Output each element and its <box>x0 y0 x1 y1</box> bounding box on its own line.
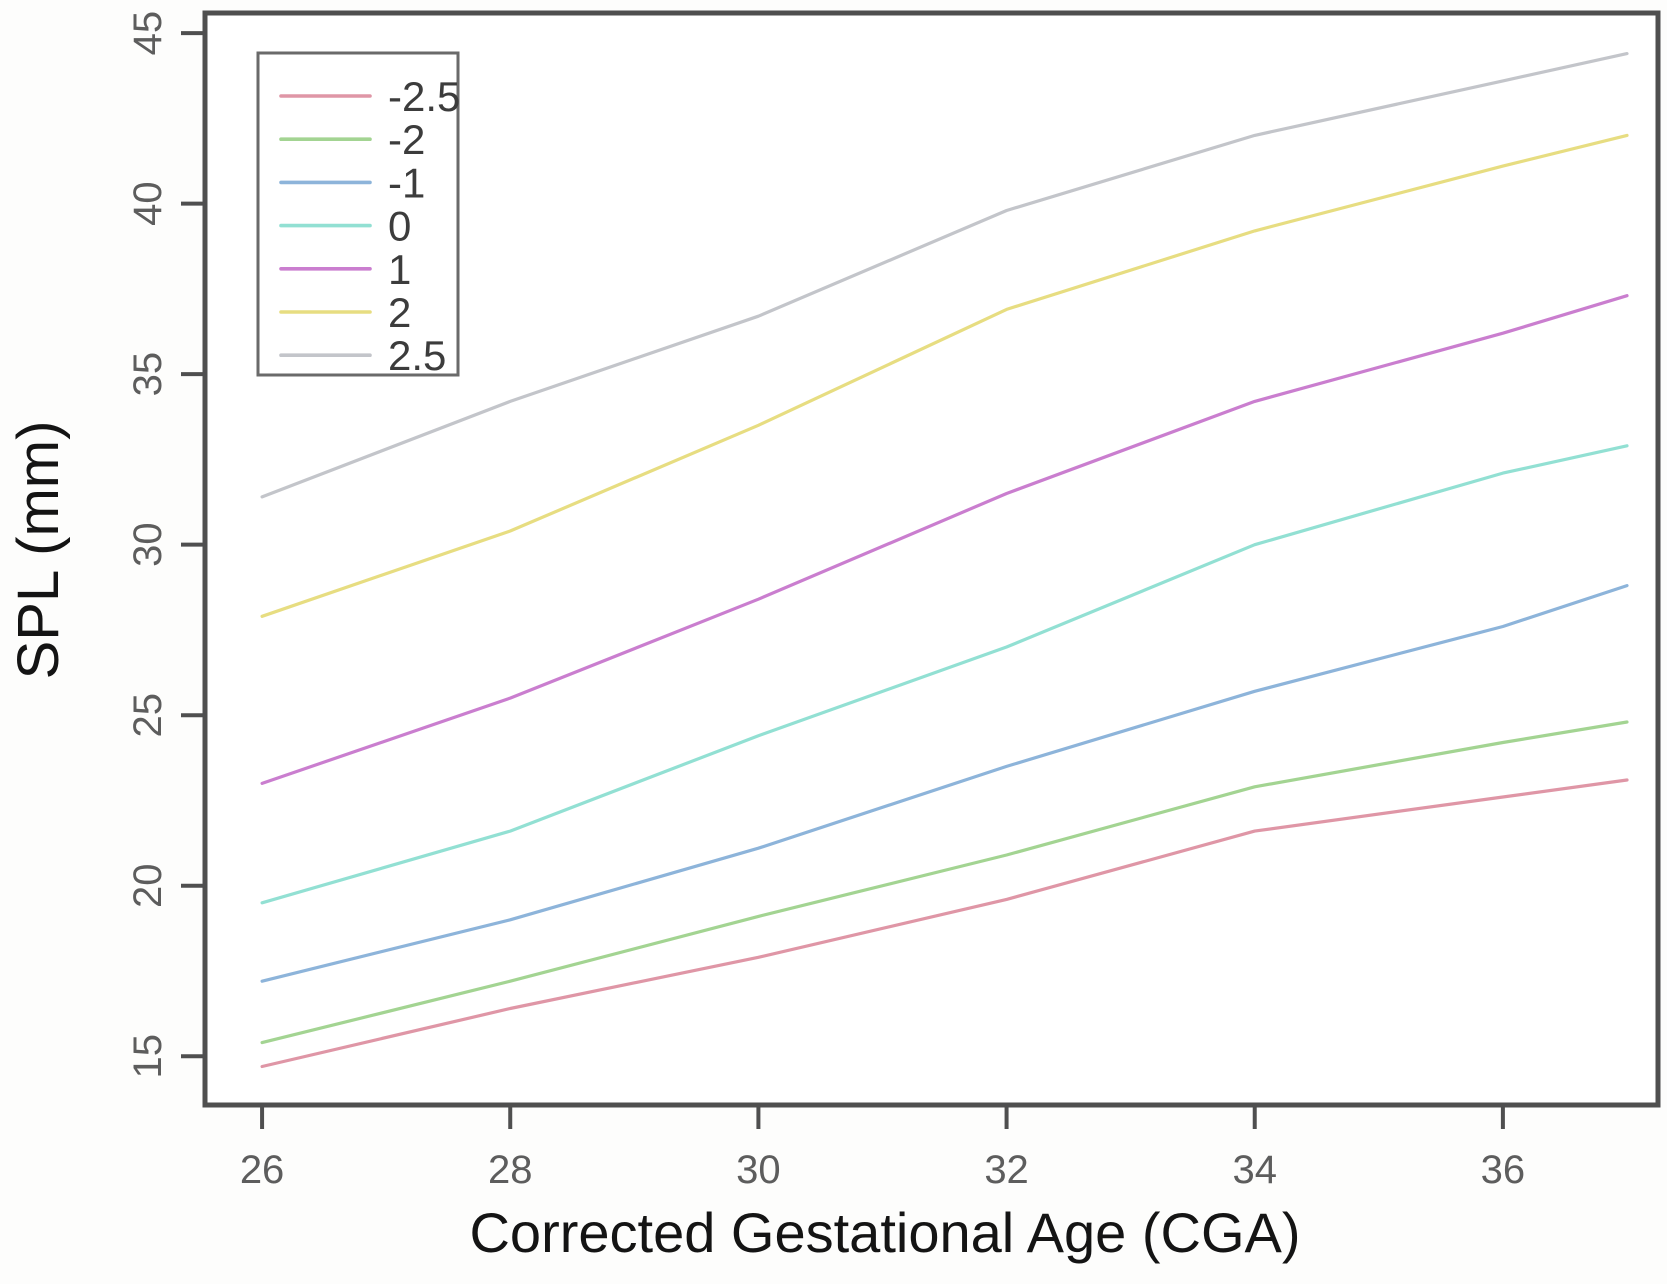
legend-label: 2.5 <box>388 332 446 379</box>
x-tick-label: 36 <box>1481 1148 1526 1192</box>
series-line-0 <box>260 444 1629 905</box>
x-tick-label: 34 <box>1232 1148 1277 1192</box>
series-line--2.5 <box>260 778 1629 1069</box>
legend-label: 0 <box>388 203 411 250</box>
series-line--1 <box>260 583 1629 983</box>
legend-box <box>256 51 460 377</box>
y-tick-label: 25 <box>126 693 170 738</box>
legend-item: 0 <box>279 203 411 250</box>
legend-label: 1 <box>388 246 411 293</box>
series-line-1 <box>260 294 1629 786</box>
legend-item: -2 <box>279 116 425 163</box>
y-tick-label: 45 <box>126 11 170 56</box>
legend-label: -1 <box>388 159 425 206</box>
series-line--2 <box>260 720 1629 1045</box>
y-axis-title: SPL (mm) <box>6 421 71 680</box>
legend-item: -2.5 <box>279 73 460 120</box>
series-line-2.5 <box>260 51 1629 499</box>
x-axis-title: Corrected Gestational Age (CGA) <box>469 1201 1300 1264</box>
legend-label: -2.5 <box>388 73 460 120</box>
legend-item: -1 <box>279 159 425 206</box>
legend-label: 2 <box>388 289 411 336</box>
y-tick-label: 15 <box>126 1034 170 1079</box>
series-group <box>260 51 1629 1069</box>
x-tick-label: 26 <box>240 1148 285 1192</box>
legend-label: -2 <box>388 116 425 163</box>
x-tick-label: 32 <box>984 1148 1029 1192</box>
y-tick-label: 30 <box>126 522 170 567</box>
y-tick-label: 20 <box>126 863 170 908</box>
y-tick-label: 40 <box>126 181 170 226</box>
legend-item: 2.5 <box>279 332 446 379</box>
legend-item: 1 <box>279 246 411 293</box>
legend-item: 2 <box>279 289 411 336</box>
y-tick-label: 35 <box>126 352 170 397</box>
x-tick-label: 30 <box>736 1148 781 1192</box>
series-line-2 <box>260 133 1629 618</box>
x-tick-label: 28 <box>488 1148 533 1192</box>
